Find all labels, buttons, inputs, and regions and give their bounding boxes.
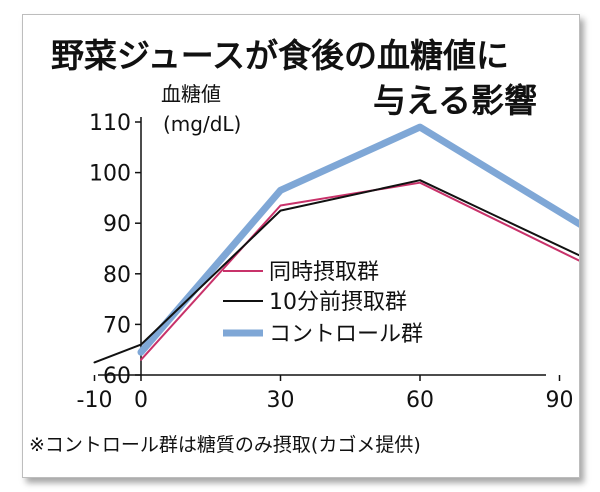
- footnote: ※コントロール群は糖質のみ摂取(カゴメ提供): [29, 434, 421, 456]
- x-tick-label: 60: [406, 388, 434, 413]
- series-line-2: [137, 123, 579, 356]
- y-tick-label: 90: [103, 212, 131, 237]
- y-axis-unit: (mg/dL): [163, 112, 241, 136]
- x-tick-label: 90: [546, 388, 574, 413]
- y-tick-label: 110: [89, 111, 131, 136]
- legend-label-2: コントロール群: [269, 322, 423, 347]
- y-axis-label: 血糖値: [161, 82, 221, 106]
- y-tick-label: 100: [89, 162, 131, 187]
- chart-frame: 野菜ジュースが食後の血糖値に 与える影響 血糖値 (mg/dL) 60 70 80 9…: [22, 14, 580, 478]
- y-ticks: 60 70 80 90 100 110: [89, 111, 141, 389]
- blood-sugar-chart: 野菜ジュースが食後の血糖値に 与える影響 血糖値 (mg/dL) 60 70 80 9…: [29, 36, 579, 456]
- x-tick-label: 0: [134, 388, 148, 413]
- legend-label-1: 10分前摂取群: [269, 290, 407, 315]
- x-tick-label: 30: [267, 388, 295, 413]
- y-tick-label: 70: [103, 313, 131, 338]
- y-tick-label: 80: [103, 263, 131, 288]
- series-line-1: [93, 179, 579, 364]
- y-tick-label: 60: [103, 364, 131, 389]
- x-ticks: -100306090120分: [77, 375, 574, 413]
- legend-label-0: 同時摂取群: [269, 260, 379, 285]
- chart-title-line2: 与える影響: [373, 81, 537, 120]
- x-tick-label: -10: [77, 388, 113, 413]
- chart-title-line1: 野菜ジュースが食後の血糖値に: [51, 36, 509, 75]
- series-lines: [93, 123, 579, 364]
- series-line-0: [140, 181, 579, 361]
